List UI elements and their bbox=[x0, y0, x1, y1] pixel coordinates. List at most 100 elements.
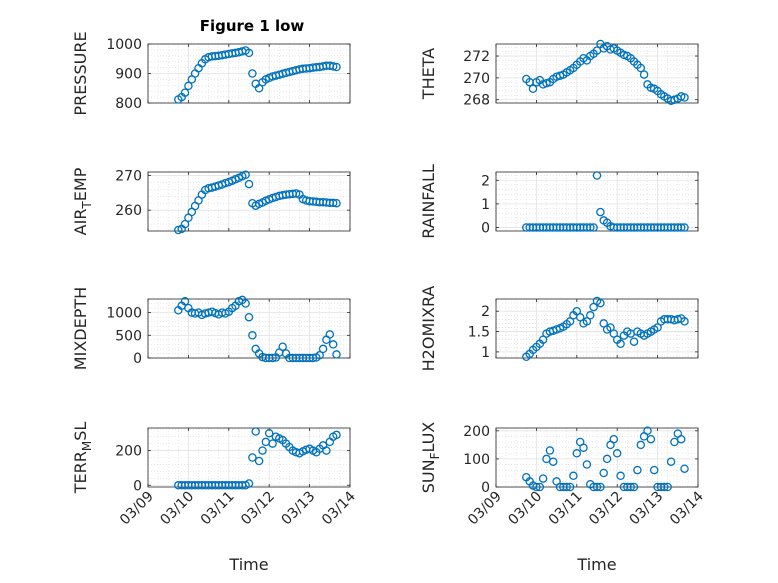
data-point bbox=[528, 84, 538, 94]
data-point bbox=[268, 353, 277, 363]
data-point bbox=[592, 482, 602, 492]
y-axis-label: THETA bbox=[419, 48, 438, 100]
data-point bbox=[596, 482, 605, 492]
axes-box bbox=[495, 427, 699, 488]
data-point bbox=[325, 437, 335, 447]
x-tick-label: 03/10 bbox=[505, 489, 545, 529]
data-point bbox=[565, 482, 575, 492]
y-tick-label: 800 bbox=[115, 96, 142, 112]
axes-box bbox=[147, 171, 351, 232]
data-point bbox=[328, 198, 338, 208]
data-point bbox=[586, 223, 595, 232]
axes-box bbox=[147, 298, 351, 359]
x-tick-label: 03/12 bbox=[586, 489, 626, 529]
data-point bbox=[629, 337, 639, 346]
data-point bbox=[315, 351, 324, 360]
data-point bbox=[328, 62, 338, 71]
panel-pressure: 800 900 1000 PRESSURE bbox=[71, 31, 351, 116]
y-axis-label: PRESSURE bbox=[71, 31, 90, 115]
y-tick-label: 1000 bbox=[106, 37, 142, 53]
data-point bbox=[582, 460, 592, 469]
data-point bbox=[569, 471, 578, 481]
data-point bbox=[332, 62, 341, 72]
data-point bbox=[680, 317, 689, 326]
y-axis-label: RAINFALL bbox=[419, 164, 438, 239]
x-tick-label: 03/13 bbox=[279, 489, 319, 529]
data-point bbox=[602, 454, 612, 464]
data-point bbox=[532, 482, 541, 492]
y-tick-label: 272 bbox=[463, 49, 490, 65]
data-point bbox=[636, 63, 646, 73]
x-tick-label: 03/09 bbox=[117, 489, 157, 529]
data-point bbox=[676, 223, 686, 232]
data-point bbox=[251, 427, 260, 436]
data-point bbox=[579, 443, 588, 452]
data-point bbox=[332, 430, 341, 440]
data-point bbox=[332, 350, 341, 359]
data-point bbox=[680, 223, 689, 232]
data-point bbox=[241, 170, 250, 180]
y-tick-label: 268 bbox=[463, 93, 490, 109]
data-point bbox=[589, 223, 598, 232]
data-point bbox=[612, 449, 622, 458]
data-point bbox=[680, 464, 689, 473]
figure-title: Figure 1 low bbox=[200, 17, 305, 35]
x-tick-label: 03/14 bbox=[667, 488, 707, 528]
data-point bbox=[616, 339, 625, 349]
axes-box bbox=[495, 298, 699, 359]
y-axis-label: SUNFLUX bbox=[419, 422, 442, 494]
data-point bbox=[328, 340, 338, 349]
data-point bbox=[676, 434, 686, 444]
data-point bbox=[643, 426, 652, 436]
data-point bbox=[264, 428, 274, 438]
data-point bbox=[244, 312, 254, 322]
data-point bbox=[244, 48, 254, 58]
data-point bbox=[244, 179, 254, 189]
axes-box bbox=[495, 171, 699, 232]
x-tick-label: 03/10 bbox=[157, 489, 197, 529]
data-point bbox=[666, 457, 676, 466]
y-tick-label: 1.5 bbox=[468, 325, 490, 341]
data-point bbox=[616, 471, 625, 481]
x-tick-label: 03/13 bbox=[627, 489, 667, 529]
y-axis-label: TERRMSL bbox=[71, 422, 94, 495]
data-point bbox=[322, 446, 331, 455]
y-tick-label: 260 bbox=[115, 203, 142, 219]
data-point bbox=[248, 69, 257, 78]
data-point bbox=[318, 344, 328, 354]
data-point bbox=[258, 446, 267, 455]
x-axis-label: Time bbox=[576, 555, 616, 574]
data-point bbox=[548, 457, 558, 466]
data-point bbox=[572, 449, 582, 458]
data-point bbox=[592, 171, 602, 180]
data-point bbox=[545, 446, 555, 455]
data-point bbox=[241, 299, 250, 308]
y-axis-label: MIXDEPTH bbox=[71, 287, 90, 370]
y-tick-label: 0 bbox=[481, 480, 490, 496]
data-point bbox=[261, 437, 271, 447]
y-tick-label: 100 bbox=[463, 452, 490, 468]
data-point bbox=[180, 297, 190, 306]
panel-air-temp: 260 270 AIRTEMP bbox=[71, 167, 351, 235]
data-point bbox=[626, 482, 635, 492]
data-point bbox=[596, 207, 605, 217]
data-point bbox=[639, 70, 649, 79]
y-tick-label: 200 bbox=[115, 444, 142, 460]
y-tick-label: 0 bbox=[133, 351, 142, 367]
data-point bbox=[535, 482, 545, 492]
y-tick-label: 500 bbox=[115, 328, 142, 344]
y-tick-label: 2 bbox=[481, 173, 490, 189]
panel-terr-msl: 0 200 TERRMSL 03/09 03/10 03/11 03/12 03/13 03/1… bbox=[71, 422, 359, 574]
panel-rainfall: 0 1 2 RAINFALL bbox=[419, 164, 699, 239]
x-tick-label: 03/14 bbox=[319, 488, 359, 528]
data-point bbox=[184, 81, 193, 91]
data-point bbox=[663, 482, 672, 492]
y-tick-label: 900 bbox=[115, 67, 142, 83]
data-point bbox=[636, 440, 646, 450]
data-point bbox=[660, 482, 669, 492]
data-point bbox=[609, 434, 619, 444]
y-tick-label: 1 bbox=[481, 197, 490, 213]
data-point bbox=[332, 198, 341, 208]
data-point bbox=[680, 93, 689, 102]
